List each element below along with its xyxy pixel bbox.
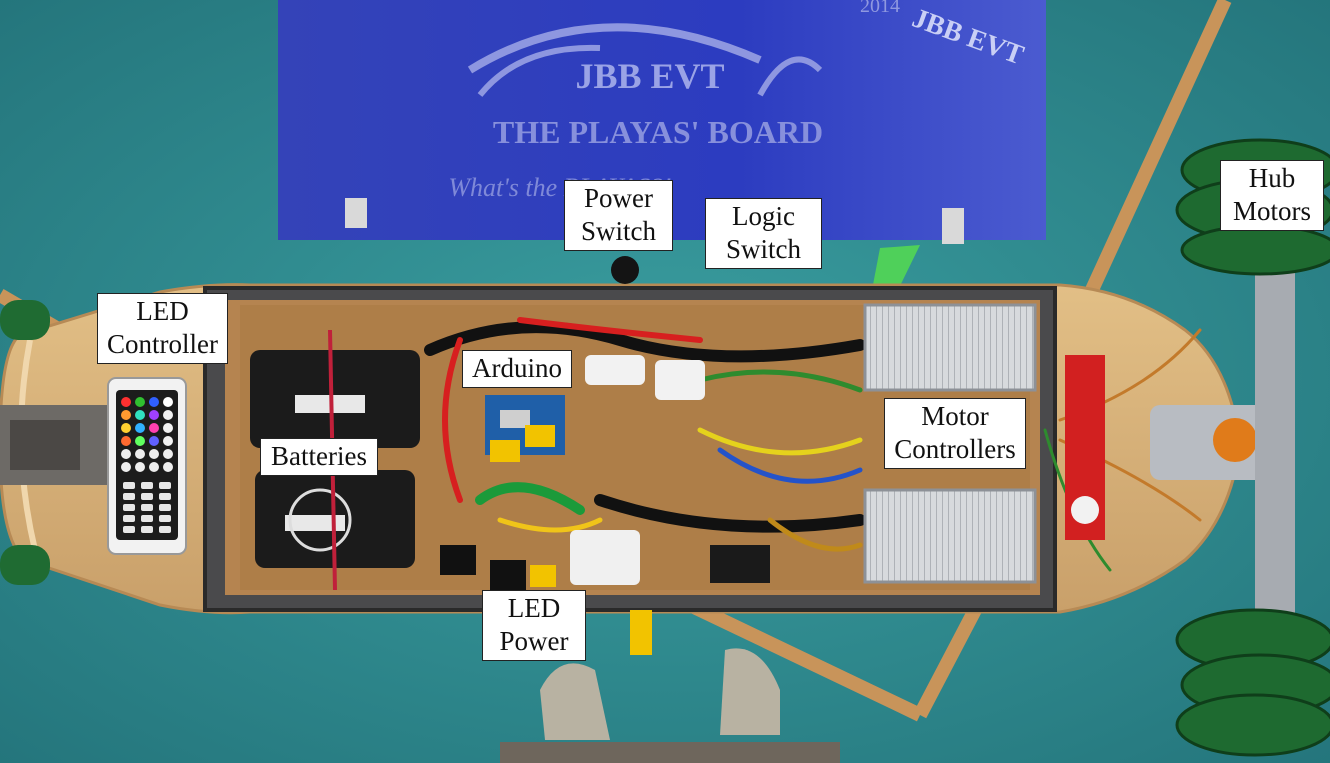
label-power-switch-line2: Switch (580, 216, 656, 246)
remote-button (135, 397, 145, 407)
remote-button (149, 449, 159, 459)
label-hub-motors-line1: Hub (1248, 163, 1296, 193)
remote-key (159, 504, 171, 511)
remote-button (121, 410, 131, 420)
remote-key (123, 504, 135, 511)
remote-button (163, 397, 173, 407)
label-hub-motors: Hub Motors (1220, 160, 1324, 231)
remote-key (141, 526, 153, 533)
sign-year: 2014 (860, 0, 900, 17)
label-logic-switch-line1: Logic (732, 201, 795, 231)
remote-button (135, 410, 145, 420)
remote-button (121, 436, 131, 446)
battery-packs (250, 329, 420, 591)
wiring-harness (424, 317, 1202, 572)
remote-key (141, 515, 153, 522)
label-hub-motors-line2: Motors (1232, 196, 1311, 226)
remote-key (141, 504, 153, 511)
remote-button (163, 410, 173, 420)
left-truck (0, 300, 110, 585)
remote-button (149, 410, 159, 420)
shoes (500, 648, 840, 763)
right-truck (1150, 260, 1295, 630)
ir-remote (107, 377, 187, 555)
wooden-stand (0, 0, 1232, 722)
remote-key (123, 482, 135, 489)
label-led-power: LED Power (482, 590, 586, 661)
label-led-power-line2: Power (499, 626, 569, 656)
remote-key (123, 526, 135, 533)
label-motor-controllers: Motor Controllers (884, 398, 1026, 469)
sign-line1: JBB EVT (575, 56, 724, 96)
remote-key (159, 515, 171, 522)
label-led-controller-line2: Controller (107, 329, 218, 359)
remote-key (123, 493, 135, 500)
remote-button (149, 462, 159, 472)
remote-button (149, 397, 159, 407)
label-arduino: Arduino (462, 350, 572, 388)
remote-button (135, 423, 145, 433)
remote-key (141, 482, 153, 489)
green-tape (872, 245, 920, 290)
label-motor-controllers-line1: Motor (921, 401, 989, 431)
remote-button (121, 449, 131, 459)
label-led-controller: LED Controller (97, 293, 228, 364)
label-batteries-line1: Batteries (271, 441, 367, 471)
label-led-power-line1: LED (507, 593, 561, 623)
remote-button (135, 449, 145, 459)
remote-button (149, 436, 159, 446)
remote-button (135, 462, 145, 472)
remote-button (121, 462, 131, 472)
label-batteries: Batteries (260, 438, 378, 476)
label-power-switch: Power Switch (564, 180, 673, 251)
relays-and-connectors (440, 355, 770, 655)
remote-button (163, 436, 173, 446)
remote-button (163, 449, 173, 459)
label-led-controller-line1: LED (136, 296, 189, 326)
remote-key (141, 493, 153, 500)
power-switch-knob (611, 256, 639, 284)
label-power-switch-line1: Power (584, 183, 653, 213)
remote-key (159, 493, 171, 500)
remote-key (159, 526, 171, 533)
motor-controller-boxes (863, 303, 1037, 584)
remote-button (135, 436, 145, 446)
label-arduino-line1: Arduino (472, 353, 562, 383)
label-logic-switch-line2: Switch (725, 234, 801, 264)
label-motor-controllers-line2: Controllers (894, 434, 1016, 464)
label-logic-switch: Logic Switch (705, 198, 822, 269)
remote-button (163, 423, 173, 433)
remote-button (121, 423, 131, 433)
remote-button (149, 423, 159, 433)
remote-key (159, 482, 171, 489)
remote-key (123, 515, 135, 522)
red-sticker (1065, 355, 1105, 540)
remote-button (163, 462, 173, 472)
remote-button (121, 397, 131, 407)
sign-line2: THE PLAYAS' BOARD (493, 114, 823, 150)
